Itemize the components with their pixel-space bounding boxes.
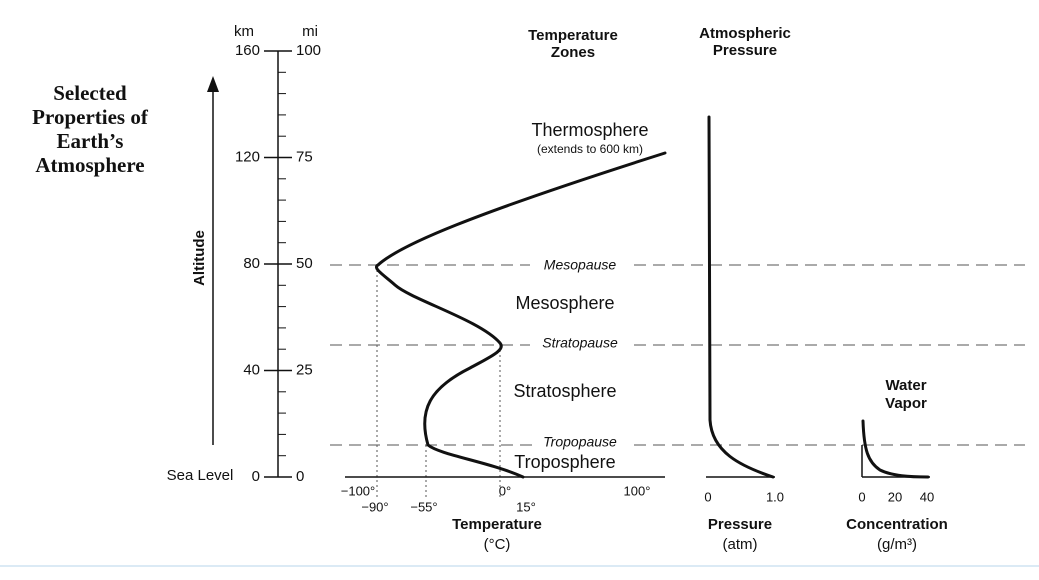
temperature-curve [375,151,667,479]
axis-label: Temperature [452,516,542,533]
title-line: Atmosphere [35,153,144,177]
label-bg [532,435,628,453]
tick-label: −90° [361,499,388,514]
axis-unit: (°C) [484,536,511,553]
zone-label: Stratosphere [513,381,616,401]
zone-label: Mesosphere [515,293,614,313]
zone-label: Troposphere [514,452,615,472]
km-label: 40 [243,361,260,378]
label-bg [530,336,628,354]
axis-label: Concentration [846,516,948,533]
km-label: 160 [235,42,260,59]
km-label: 80 [243,255,260,272]
boundary-label: Mesopause [544,257,617,273]
temperature-ticks: −100° 0° 100° −90° −55° 15° [341,483,651,514]
altitude-label: Altitude [191,230,208,286]
mi-label: 75 [296,148,313,165]
title-line: Selected [53,81,127,105]
mi-label: 0 [296,468,304,485]
tick-label: −100° [341,483,375,498]
title-line: Properties of [32,105,149,129]
boundary-label: Tropopause [543,434,617,450]
header: Vapor [885,395,927,412]
zone-note: (extends to 600 km) [537,142,643,156]
axis-label: Pressure [708,516,772,533]
unit-label: km [234,23,254,40]
km-label: 0 [252,468,260,485]
header: Pressure [713,42,777,59]
axis-unit: (atm) [723,536,758,553]
label-bg [530,256,628,274]
header: Zones [551,44,595,61]
unit-label: mi [302,23,318,40]
tick-label: 0° [499,483,511,498]
title: Selected Properties of Earth’s Atmospher… [32,81,149,177]
vapor-curve [861,419,930,479]
header: Temperature [528,27,618,44]
tick-label: 15° [516,499,536,514]
altitude-ticks: 160 100 120 75 80 50 40 25 0 0 [235,42,321,485]
zone-label: Thermosphere [531,120,648,140]
tick-label: −55° [410,499,437,514]
tick-label: 100° [624,483,651,498]
pressure-curve [707,115,775,479]
tick-label: 0 [858,489,865,504]
tick-label: 40 [920,489,934,504]
mi-label: 25 [296,361,313,378]
sea-level-label: Sea Level [167,467,234,484]
arrow-head [207,76,219,92]
tick-label: 20 [888,489,902,504]
header: Atmospheric [699,25,791,42]
title-line: Earth’s [57,129,124,153]
tick-label: 0 [704,489,711,504]
boundary-label: Stratopause [542,335,618,351]
header: Water [885,377,926,394]
axis-unit: (g/m³) [877,536,917,553]
mi-label: 50 [296,255,313,272]
mi-label: 100 [296,42,321,59]
headers: Temperature Zones Atmospheric Pressure W… [528,25,927,412]
tick-label: 1.0 [766,489,784,504]
km-label: 120 [235,148,260,165]
